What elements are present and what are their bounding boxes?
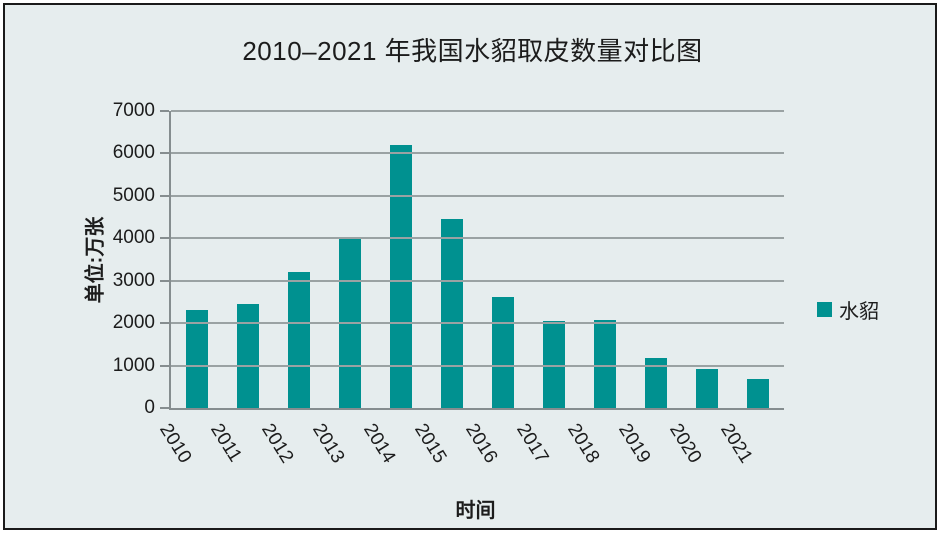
bar <box>492 297 514 408</box>
bar <box>645 358 668 408</box>
y-tick-label: 6000 <box>112 142 155 164</box>
y-axis-tick <box>160 237 169 240</box>
bar-slot <box>733 111 784 408</box>
x-axis-title: 时间 <box>455 500 496 522</box>
y-axis-tick <box>160 407 169 409</box>
bar <box>543 320 566 408</box>
bar <box>594 319 617 408</box>
x-tick-label: 2013 <box>307 420 349 467</box>
y-tick-label: 3000 <box>112 269 155 291</box>
y-axis-tick <box>160 152 169 155</box>
gridline <box>171 279 784 282</box>
bar-slot <box>682 111 733 408</box>
bar <box>185 310 208 408</box>
x-tick-label: 2015 <box>410 420 451 467</box>
bar-slot <box>273 111 324 408</box>
y-axis-tick <box>160 364 169 367</box>
bar-slot <box>222 111 273 408</box>
y-tick-label: 5000 <box>112 184 155 206</box>
x-axis-labels: 2010 2011 2012 2013 2014 2015 2016 2017 2018 2019… <box>155 410 782 490</box>
bar <box>236 304 259 408</box>
y-axis-tick <box>160 194 169 197</box>
bar <box>389 144 412 408</box>
bar <box>696 368 719 408</box>
bar <box>747 378 770 408</box>
y-axis-tick <box>160 279 169 282</box>
bars-layer <box>171 111 784 408</box>
bar-slot <box>426 111 477 408</box>
legend: 水貂 <box>817 295 879 324</box>
x-tick-label: 2020 <box>665 420 706 467</box>
legend-swatch-icon <box>817 302 832 317</box>
bar-slot <box>375 111 426 408</box>
bar-slot <box>477 111 528 408</box>
x-tick-label: 2012 <box>256 420 298 467</box>
plot-area <box>160 110 784 410</box>
gridline <box>171 152 784 155</box>
y-tick-label: 2000 <box>112 312 155 334</box>
y-tick-label: 1000 <box>112 354 155 376</box>
x-tick-label: 2014 <box>359 420 400 467</box>
gridline <box>171 237 784 240</box>
y-axis-tick <box>160 322 169 325</box>
bar <box>287 272 310 408</box>
y-tick-label: 7000 <box>112 100 155 121</box>
x-tick-label: 2011 <box>205 420 246 466</box>
y-tick-label: 0 <box>144 397 155 418</box>
bar-slot <box>631 111 682 408</box>
bar <box>440 219 463 408</box>
x-tick-label: 2019 <box>614 420 655 467</box>
x-tick-label: 2017 <box>512 420 553 467</box>
bar-slot <box>324 111 375 408</box>
y-tick-label: 4000 <box>112 227 155 249</box>
chart-title: 2010–2021 年我国水貂取皮数量对比图 <box>242 36 703 66</box>
y-axis-tick <box>160 110 169 112</box>
legend-label: 水貂 <box>839 301 879 323</box>
gridline <box>171 364 784 367</box>
gridline <box>171 110 784 112</box>
gridline <box>171 322 784 325</box>
chart-frame <box>3 3 937 530</box>
x-tick-label: 2018 <box>563 420 604 467</box>
gridline <box>171 194 784 197</box>
x-tick-label: 2021 <box>716 420 757 467</box>
bar-slot <box>529 111 580 408</box>
bar-slot <box>580 111 631 408</box>
bar-slot <box>171 111 222 408</box>
x-tick-label: 2016 <box>461 420 502 467</box>
